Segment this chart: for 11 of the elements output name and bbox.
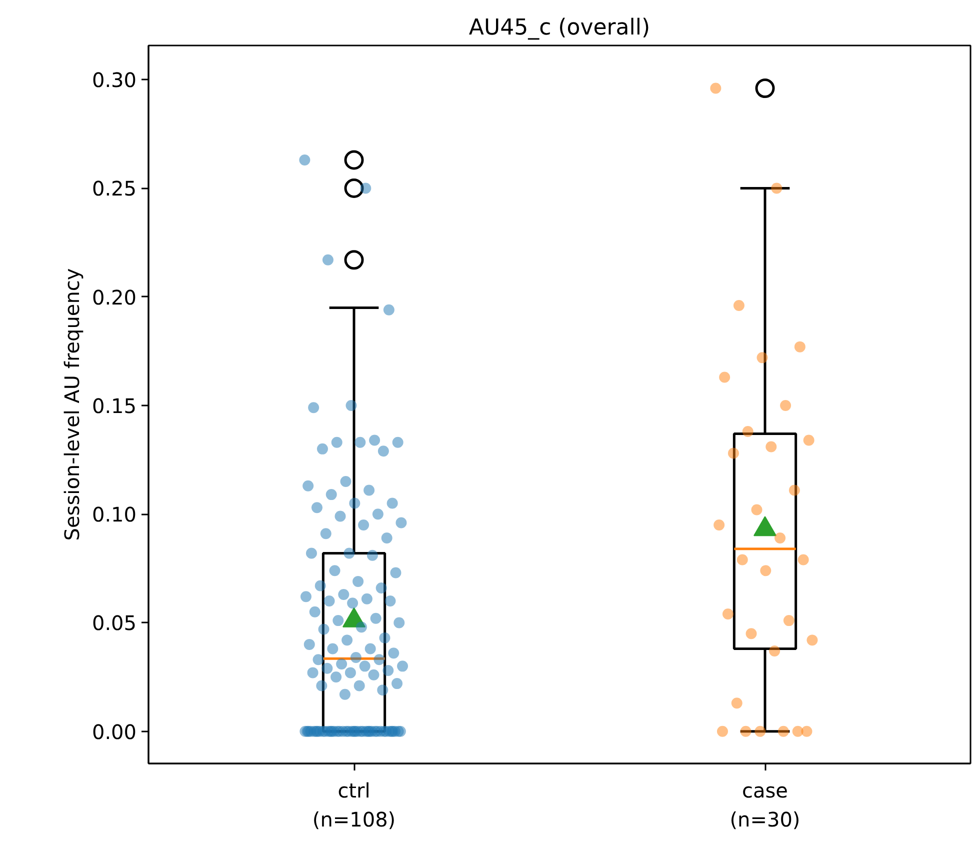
y-tick-label: 0.25: [92, 176, 136, 201]
y-tick-label: 0.30: [92, 68, 136, 92]
y-axis-title: Session-level AU frequency: [60, 268, 84, 541]
y-tick-label: 0.00: [92, 720, 136, 744]
y-tick-label: 0.10: [92, 502, 136, 527]
x-tick-label: case (n=30): [730, 778, 800, 832]
y-tick-label: 0.15: [92, 394, 136, 418]
y-tick-label: 0.05: [92, 611, 136, 636]
x-tick-label: ctrl (n=108): [312, 778, 396, 832]
y-tick-label: 0.20: [92, 285, 136, 310]
chart-title: AU45_c (overall): [468, 16, 650, 40]
